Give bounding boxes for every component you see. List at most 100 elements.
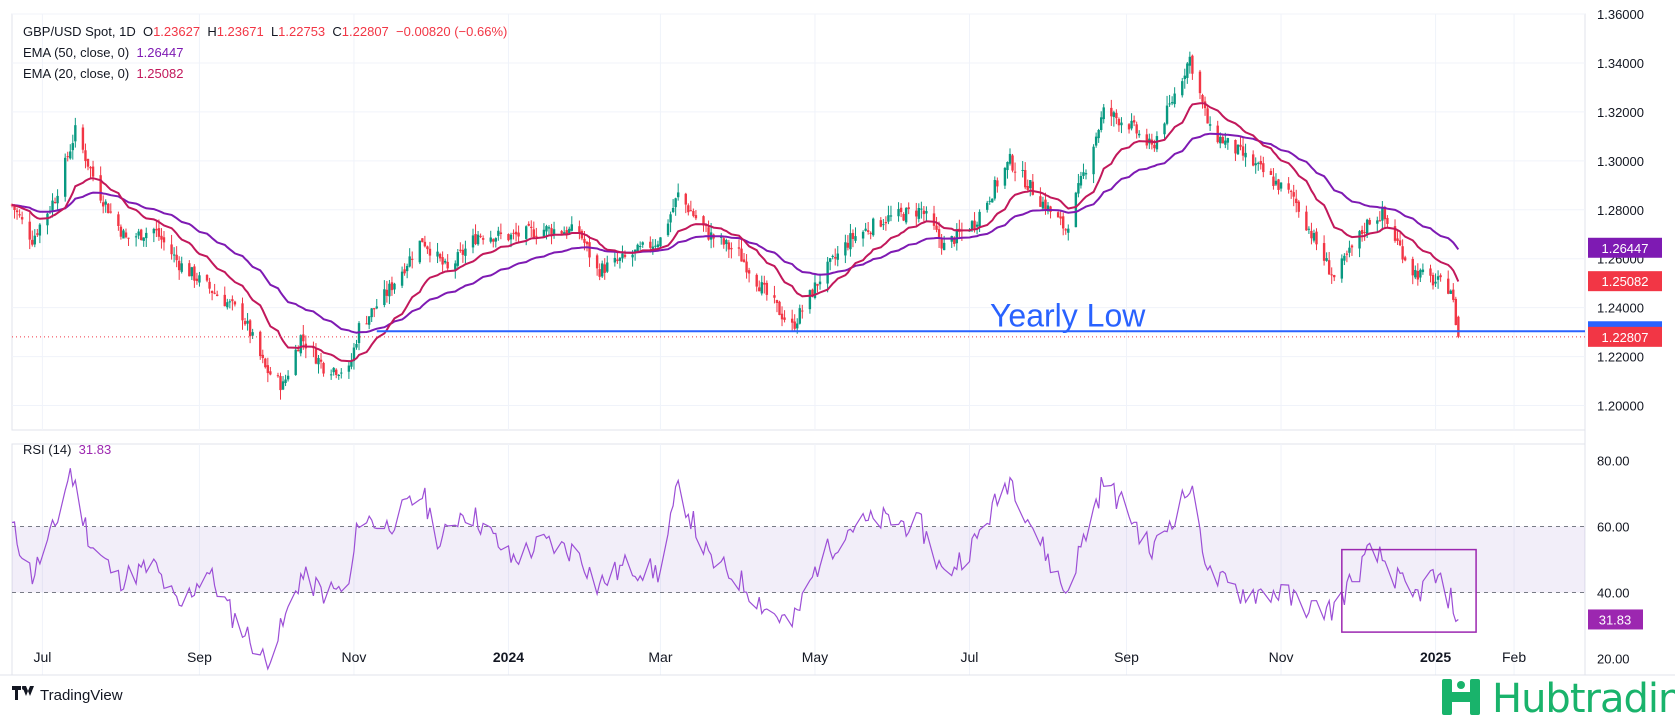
- candle-body: [1003, 168, 1007, 186]
- ema20-line: [11, 102, 1460, 363]
- candle-body: [459, 249, 462, 251]
- candle-body: [383, 289, 386, 306]
- candle-body: [616, 259, 619, 262]
- candle-body: [1155, 136, 1159, 150]
- candle-body: [1039, 196, 1042, 207]
- candle-body: [1112, 112, 1116, 117]
- candle-body: [84, 150, 87, 162]
- candle-body: [1277, 179, 1280, 190]
- candle-body: [492, 239, 495, 242]
- candle-body: [1031, 181, 1035, 195]
- candle-body: [1224, 140, 1227, 145]
- candle-body: [18, 214, 21, 216]
- candle-body: [248, 320, 252, 337]
- candle-body: [507, 234, 510, 241]
- candle-body: [1343, 255, 1346, 261]
- candle-body: [1431, 274, 1435, 286]
- candle-body: [210, 290, 214, 294]
- candle-body: [884, 222, 888, 224]
- open-value: 1.23627: [153, 24, 201, 39]
- candle-body: [793, 321, 796, 329]
- candle-body: [1292, 192, 1295, 197]
- candle-body: [689, 210, 693, 212]
- candle-body: [1079, 175, 1083, 186]
- candle-body: [1135, 124, 1138, 134]
- candle-body: [588, 242, 591, 258]
- candle-body: [747, 270, 751, 274]
- candle-body: [1183, 75, 1186, 80]
- candle-body: [915, 210, 918, 217]
- hubtrading-brand[interactable]: Hubtrading: [1440, 676, 1675, 722]
- candle-body: [335, 369, 338, 375]
- candle-body: [337, 374, 340, 376]
- candle-body: [1226, 138, 1230, 143]
- candle-body: [137, 231, 140, 236]
- candle-body: [269, 371, 272, 375]
- candle-body: [654, 245, 657, 247]
- candle-body: [937, 229, 941, 239]
- ema20-price-tag-bg: [1588, 271, 1662, 292]
- candle-body: [134, 236, 138, 238]
- candle-body: [826, 261, 829, 284]
- candle-body: [1340, 258, 1344, 279]
- candle-body: [170, 244, 173, 255]
- candle-body: [568, 228, 571, 234]
- candle-body: [1188, 56, 1192, 66]
- high-value: 1.23671: [216, 24, 264, 39]
- last-price-tag: 1.22807: [1602, 330, 1649, 345]
- candle-body: [1439, 275, 1442, 278]
- candle-body: [329, 374, 333, 376]
- price-legend-row: GBP/USD Spot, 1D O1.23627 H1.23671 L1.22…: [23, 22, 507, 42]
- candle-body: [1201, 95, 1204, 102]
- candle-body: [1064, 229, 1067, 231]
- candle-body: [996, 180, 999, 187]
- candle-body: [1272, 176, 1275, 187]
- candle-body: [562, 232, 566, 235]
- rsi-value-tag: 31.83: [1599, 612, 1632, 627]
- candle-body: [423, 241, 427, 247]
- candle-body: [1110, 107, 1113, 117]
- candle-body: [666, 223, 670, 236]
- candle-body: [742, 259, 746, 262]
- candle-body: [1137, 133, 1141, 136]
- candle-body: [547, 227, 551, 229]
- candle-body: [180, 263, 183, 272]
- candle-body: [367, 316, 371, 325]
- candle-body: [849, 233, 852, 250]
- candle-body: [1234, 140, 1237, 154]
- candle-body: [1117, 118, 1121, 126]
- x-tick-label: Nov: [342, 649, 367, 665]
- candle-body: [1092, 146, 1095, 175]
- candle-body: [801, 310, 804, 312]
- candle-body: [656, 244, 660, 247]
- candle-body: [1315, 231, 1318, 245]
- candle-body: [208, 281, 211, 289]
- candle-body: [1021, 169, 1024, 171]
- candle-body: [527, 223, 530, 226]
- candle-body: [1274, 180, 1278, 185]
- tradingview-brand[interactable]: TradingView: [12, 686, 123, 705]
- candle-body: [51, 200, 54, 212]
- candle-body: [1297, 201, 1300, 212]
- candle-body: [215, 294, 219, 296]
- candle-body: [866, 230, 870, 232]
- candle-body: [1345, 253, 1349, 255]
- candle-body: [851, 232, 855, 240]
- candle-body: [1120, 122, 1123, 126]
- candle-body: [69, 151, 72, 159]
- candle-body: [1026, 186, 1029, 190]
- candle-body: [649, 241, 652, 248]
- ema20-price-tag: 1.25082: [1602, 274, 1649, 289]
- ema50-value: 1.26447: [136, 45, 184, 60]
- candle-body: [279, 376, 282, 391]
- candle-body: [145, 232, 148, 239]
- candle-body: [925, 211, 928, 214]
- candle-body: [175, 254, 178, 261]
- candle-body: [775, 300, 779, 304]
- candle-body: [1305, 211, 1308, 231]
- price-y-tick-label: 1.24000: [1597, 301, 1644, 316]
- candle-body: [1289, 190, 1293, 192]
- candle-body: [426, 246, 429, 250]
- x-tick-label: Jul: [33, 649, 51, 665]
